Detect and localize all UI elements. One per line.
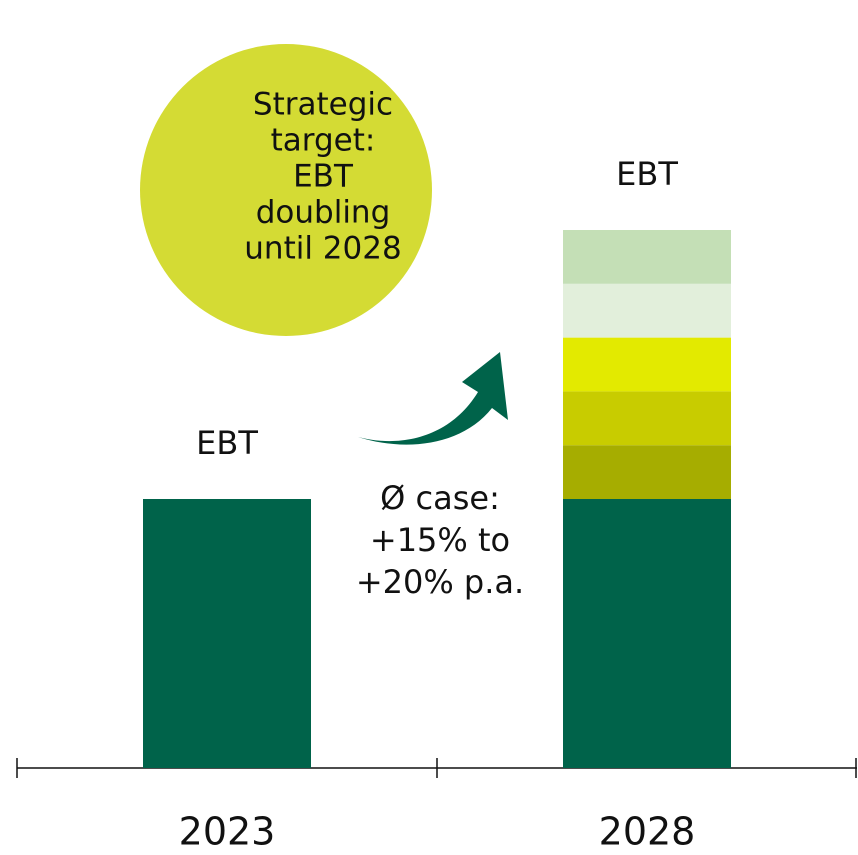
bar-label: EBT [616, 155, 678, 193]
bar-label: EBT [196, 424, 258, 462]
bubble-text: EBT [293, 159, 354, 195]
bar-segment [563, 499, 731, 768]
growth-arrow [358, 352, 508, 445]
growth-note: +20% p.a. [356, 563, 524, 601]
target-bubble [140, 44, 432, 336]
x-tick-label: 2023 [179, 810, 276, 854]
bar-segment [143, 499, 311, 768]
bubble-text: Strategic [253, 87, 393, 123]
bar-segment [563, 391, 731, 446]
bubble-text: doubling [256, 195, 391, 231]
bar-segment [563, 337, 731, 392]
bar-segment [563, 445, 731, 499]
bar-segment [563, 230, 731, 284]
bubble-text: target: [271, 123, 376, 159]
bar-segment [563, 283, 731, 338]
bubble-text: until 2028 [244, 231, 401, 267]
growth-note: +15% to [370, 521, 510, 559]
x-tick-label: 2028 [599, 810, 696, 854]
growth-note: Ø case: [380, 479, 500, 517]
